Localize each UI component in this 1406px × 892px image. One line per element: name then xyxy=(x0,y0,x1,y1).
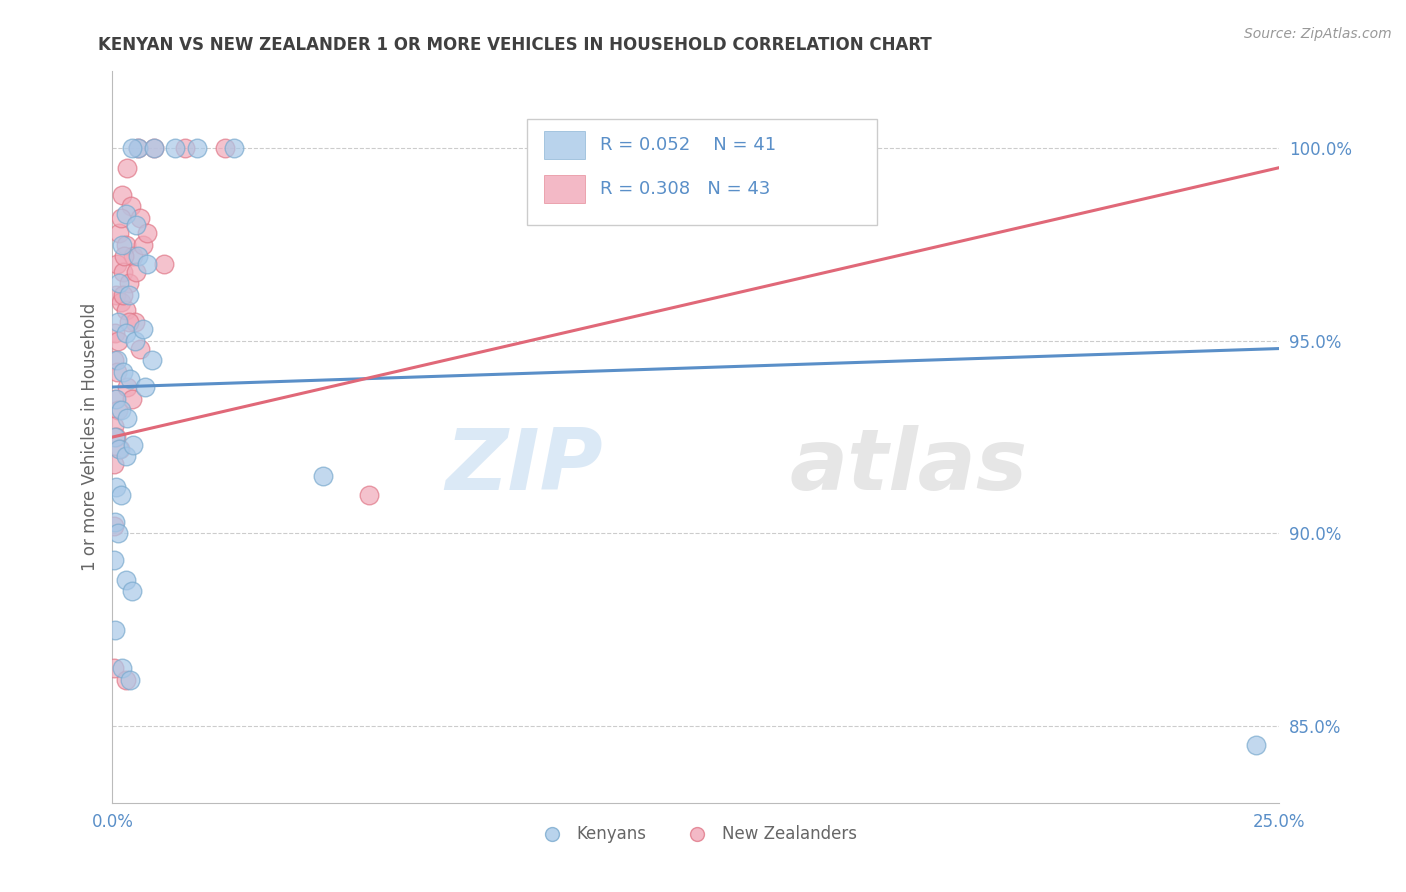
Point xyxy=(125,219,148,233)
Point xyxy=(118,287,141,301)
Text: atlas: atlas xyxy=(789,425,1028,508)
Point xyxy=(111,237,134,252)
Point xyxy=(120,372,142,386)
Point xyxy=(105,353,128,368)
Point xyxy=(1244,738,1267,752)
Point xyxy=(103,353,125,368)
Point xyxy=(104,623,127,637)
Point xyxy=(104,392,127,406)
Text: KENYAN VS NEW ZEALANDER 1 OR MORE VEHICLES IN HOUSEHOLD CORRELATION CHART: KENYAN VS NEW ZEALANDER 1 OR MORE VEHICL… xyxy=(98,36,932,54)
Point xyxy=(121,584,143,599)
Point xyxy=(114,673,136,687)
Point xyxy=(127,141,149,155)
Point xyxy=(359,488,381,502)
Point xyxy=(111,661,134,675)
FancyBboxPatch shape xyxy=(544,175,585,203)
Point xyxy=(114,450,136,464)
Point xyxy=(103,661,125,675)
Point xyxy=(111,287,134,301)
Point xyxy=(120,673,142,687)
Point xyxy=(115,573,138,587)
Point xyxy=(108,276,131,290)
Point xyxy=(117,380,139,394)
Point xyxy=(117,161,139,175)
Point xyxy=(105,365,128,379)
Point xyxy=(112,249,135,263)
Point xyxy=(118,315,141,329)
FancyBboxPatch shape xyxy=(527,119,877,225)
Point xyxy=(115,207,138,221)
Point xyxy=(136,257,159,271)
Point xyxy=(104,515,127,529)
Point xyxy=(222,141,245,155)
Point xyxy=(108,442,131,456)
Point xyxy=(115,303,138,318)
Point xyxy=(111,187,134,202)
Point xyxy=(117,410,139,425)
Text: ZIP: ZIP xyxy=(444,425,603,508)
Point xyxy=(120,199,142,213)
Point xyxy=(103,553,125,567)
Point xyxy=(311,468,333,483)
Point xyxy=(111,264,134,278)
Point xyxy=(125,264,148,278)
Point xyxy=(143,141,166,155)
Point xyxy=(122,438,145,452)
Point xyxy=(103,518,125,533)
Point xyxy=(110,295,132,310)
Y-axis label: 1 or more Vehicles in Household: 1 or more Vehicles in Household xyxy=(80,303,98,571)
Point xyxy=(127,141,149,155)
Point xyxy=(134,380,156,394)
Point xyxy=(124,315,146,329)
Point xyxy=(103,457,125,471)
Point xyxy=(107,334,129,348)
Point xyxy=(105,430,128,444)
Point xyxy=(105,480,128,494)
Point xyxy=(105,287,128,301)
Point xyxy=(122,249,145,263)
Point xyxy=(104,430,127,444)
Point xyxy=(128,342,150,356)
Point xyxy=(132,237,155,252)
Point xyxy=(136,226,159,240)
Point xyxy=(105,257,128,271)
Point xyxy=(103,418,125,433)
Legend: Kenyans, New Zealanders: Kenyans, New Zealanders xyxy=(529,818,863,849)
Point xyxy=(108,226,131,240)
Point xyxy=(214,141,236,155)
Point xyxy=(105,392,128,406)
Point xyxy=(108,442,131,456)
Point xyxy=(141,353,163,368)
Point xyxy=(111,365,134,379)
Point xyxy=(121,392,143,406)
Point xyxy=(132,322,155,336)
Point xyxy=(110,488,132,502)
Point xyxy=(104,326,127,340)
Point xyxy=(127,249,149,263)
Point xyxy=(107,315,129,329)
Point xyxy=(153,257,176,271)
Point xyxy=(124,334,146,348)
Text: Source: ZipAtlas.com: Source: ZipAtlas.com xyxy=(1244,27,1392,41)
Point xyxy=(107,403,129,417)
FancyBboxPatch shape xyxy=(544,131,585,159)
Point xyxy=(110,211,132,225)
Point xyxy=(107,526,129,541)
Point xyxy=(110,403,132,417)
Point xyxy=(143,141,166,155)
Point xyxy=(186,141,208,155)
Point xyxy=(114,326,136,340)
Point xyxy=(114,237,136,252)
Text: R = 0.308   N = 43: R = 0.308 N = 43 xyxy=(600,180,770,198)
Point xyxy=(165,141,187,155)
Text: R = 0.052    N = 41: R = 0.052 N = 41 xyxy=(600,136,776,154)
Point xyxy=(128,211,150,225)
Point xyxy=(121,141,143,155)
Point xyxy=(118,276,141,290)
Point xyxy=(173,141,195,155)
